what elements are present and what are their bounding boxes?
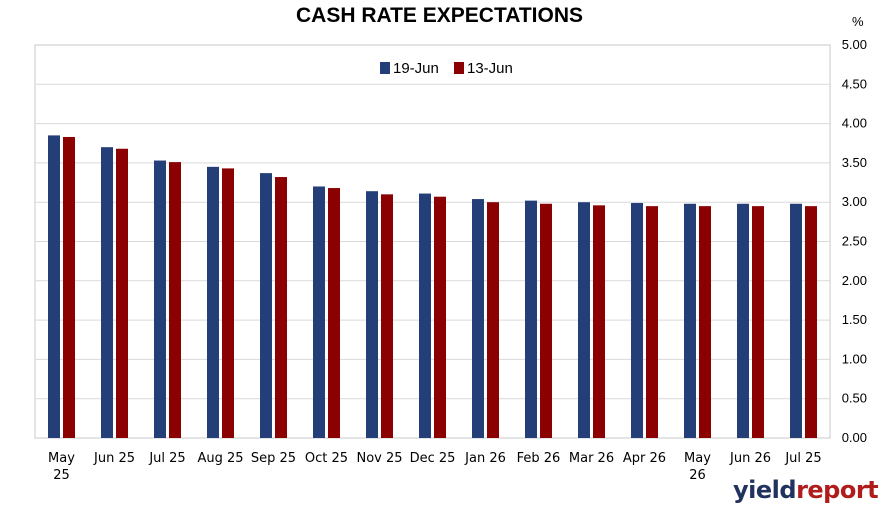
logo-prefix: yield [733, 476, 797, 504]
bar-13-jun [805, 206, 817, 438]
gridlines [35, 83, 830, 400]
bar-13-jun [646, 206, 658, 438]
bar-13-jun [434, 196, 446, 438]
y-tick-label: 2.50 [842, 234, 867, 249]
y-tick-label: 0.00 [842, 430, 867, 445]
bar-13-jun [116, 148, 128, 438]
x-tick-label: Oct 25 [305, 451, 348, 466]
bar-19-jun [525, 200, 537, 438]
bar-19-jun [366, 191, 378, 438]
x-tick-label: Apr 26 [623, 451, 666, 466]
x-tick-label: Mar 26 [569, 451, 614, 466]
bar-13-jun [63, 136, 75, 438]
x-tick-label: May 26 [684, 451, 711, 483]
y-tick-label: 3.00 [842, 194, 867, 209]
legend: 19-Jun 13-Jun [380, 60, 513, 77]
bar-13-jun [540, 203, 552, 438]
bar-19-jun [472, 199, 484, 438]
logo-suffix: report [796, 476, 879, 504]
x-tick-label: Jul 25 [784, 451, 821, 466]
bar-19-jun [684, 203, 696, 438]
x-tick-label: Feb 26 [517, 451, 561, 466]
bar-13-jun [699, 206, 711, 438]
y-tick-label: 5.00 [842, 37, 867, 52]
x-tick-label: Jun 25 [93, 451, 135, 466]
x-tick-label: May 25 [48, 451, 75, 483]
bar-13-jun [593, 205, 605, 438]
bar-13-jun [487, 202, 499, 438]
bar-19-jun [260, 173, 272, 439]
x-tick-label: Nov 25 [356, 451, 402, 466]
bar-13-jun [328, 188, 340, 438]
bars [48, 135, 817, 439]
y-axis-unit: % [852, 14, 864, 29]
yieldreport-logo: yieldreport [733, 476, 879, 504]
chart-title: CASH RATE EXPECTATIONS [295, 4, 584, 27]
x-tick-label: Jul 25 [148, 451, 185, 466]
x-tick-label: Sep 25 [251, 451, 296, 466]
bar-19-jun [154, 160, 166, 439]
x-axis-ticks: May 25 Jun 25 Jul 25 Aug 25 Sep 25 Oct 25 Nov 2… [48, 451, 822, 483]
bar-13-jun [752, 206, 764, 438]
x-tick-label: Dec 25 [410, 451, 456, 466]
bar-19-jun [48, 135, 60, 438]
x-tick-label: Jan 26 [464, 451, 506, 466]
bar-19-jun [419, 193, 431, 438]
bar-13-jun [169, 162, 181, 438]
bar-19-jun [631, 202, 643, 438]
bar-19-jun [737, 203, 749, 438]
y-tick-label: 1.00 [842, 351, 867, 366]
y-tick-label: 4.00 [842, 116, 867, 131]
bar-19-jun [578, 202, 590, 438]
bar-19-jun [101, 147, 113, 438]
y-tick-label: 4.50 [842, 76, 867, 91]
bar-13-jun [381, 194, 393, 438]
legend-label: 13-Jun [467, 60, 513, 77]
y-tick-label: 2.00 [842, 273, 867, 288]
legend-swatch [454, 62, 464, 74]
bar-13-jun [275, 177, 287, 438]
bar-19-jun [207, 166, 219, 438]
bar-13-jun [222, 168, 234, 439]
y-tick-label: 1.50 [842, 312, 867, 327]
legend-swatch [380, 62, 390, 74]
y-axis-ticks: 0.00 0.50 1.00 1.50 2.00 2.50 3.00 3.50 4.00 4.50… [842, 37, 867, 445]
bar-19-jun [313, 186, 325, 438]
y-tick-label: 3.50 [842, 155, 867, 170]
x-tick-label: Jun 26 [729, 451, 771, 466]
y-tick-label: 0.50 [842, 391, 867, 406]
x-tick-label: Aug 25 [197, 451, 243, 466]
bar-19-jun [790, 203, 802, 438]
legend-label: 19-Jun [393, 60, 439, 77]
